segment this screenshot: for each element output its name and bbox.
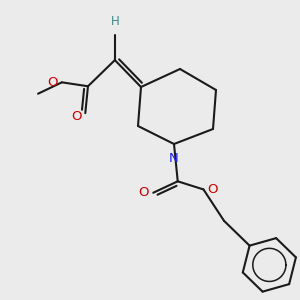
Text: N: N [169,152,179,165]
Text: O: O [138,186,149,199]
Text: O: O [72,110,82,123]
Text: O: O [48,76,58,89]
Text: O: O [207,183,218,196]
Text: H: H [110,15,119,28]
